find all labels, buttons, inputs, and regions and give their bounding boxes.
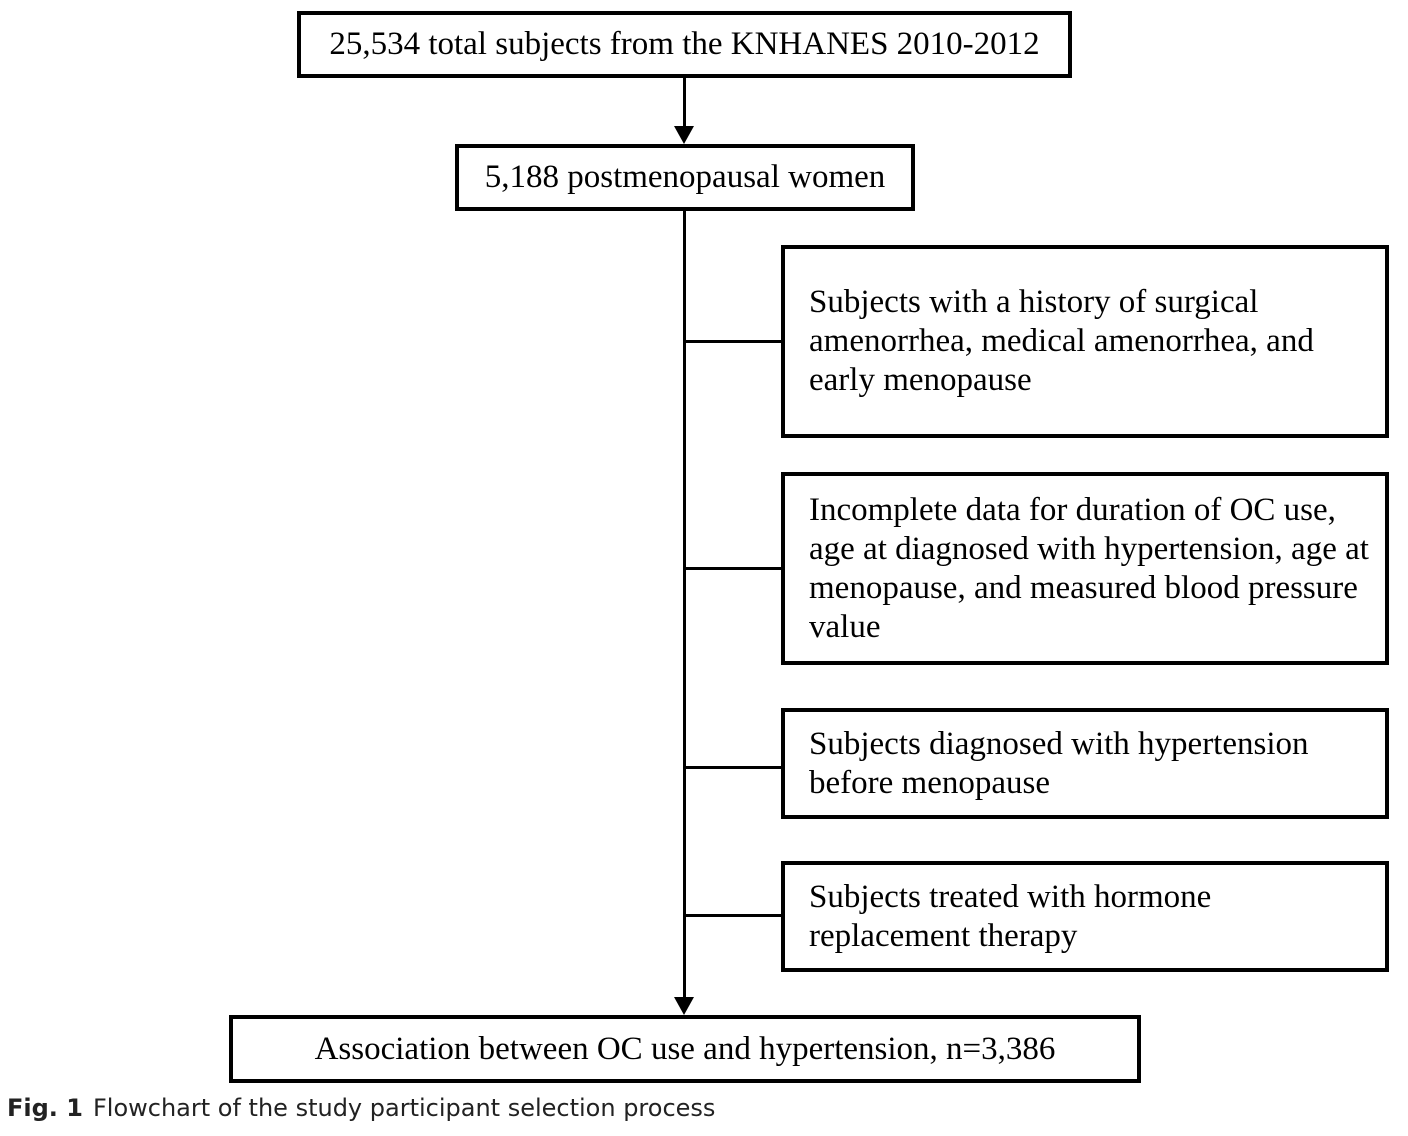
exclusion-box-hormone-therapy: Subjects treated with hormone replacemen… [781,861,1389,972]
figure-caption-label: Fig. 1 [7,1094,83,1122]
flow-box-total-subjects: 25,534 total subjects from the KNHANES 2… [297,11,1072,78]
connector-top-to-second [683,78,686,128]
flow-box-final-association-text: Association between OC use and hypertens… [314,1030,1056,1067]
flow-box-total-subjects-text: 25,534 total subjects from the KNHANES 2… [329,26,1040,62]
exclusion-box-hypertension-before-menopause-text: Subjects diagnosed with hypertension bef… [809,725,1309,801]
exclusion-box-hormone-therapy-text: Subjects treated with hormone replacemen… [809,878,1212,954]
flow-box-final-association: Association between OC use and hypertens… [229,1015,1141,1083]
arrowhead-second-box [674,126,694,144]
flow-box-postmenopausal: 5,188 postmenopausal women [455,144,915,211]
exclusion-box-incomplete-data: Incomplete data for duration of OC use, … [781,472,1389,665]
exclusion-box-surgical-amenorrhea-text: Subjects with a history of surgical amen… [809,284,1314,398]
arrowhead-final-box [674,997,694,1015]
connector-exclusion-2 [685,567,784,570]
exclusion-box-hypertension-before-menopause: Subjects diagnosed with hypertension bef… [781,708,1389,819]
connector-exclusion-4 [685,914,784,917]
figure-caption-text: Flowchart of the study participant selec… [92,1094,716,1122]
flow-box-postmenopausal-text: 5,188 postmenopausal women [484,159,886,195]
connector-main-vertical [683,211,686,999]
connector-exclusion-3 [685,766,784,769]
connector-exclusion-1 [685,340,784,343]
exclusion-box-incomplete-data-text: Incomplete data for duration of OC use, … [809,491,1369,645]
figure-caption: Fig. 1 Flowchart of the study participant… [7,1090,715,1126]
exclusion-box-surgical-amenorrhea: Subjects with a history of surgical amen… [781,245,1389,438]
